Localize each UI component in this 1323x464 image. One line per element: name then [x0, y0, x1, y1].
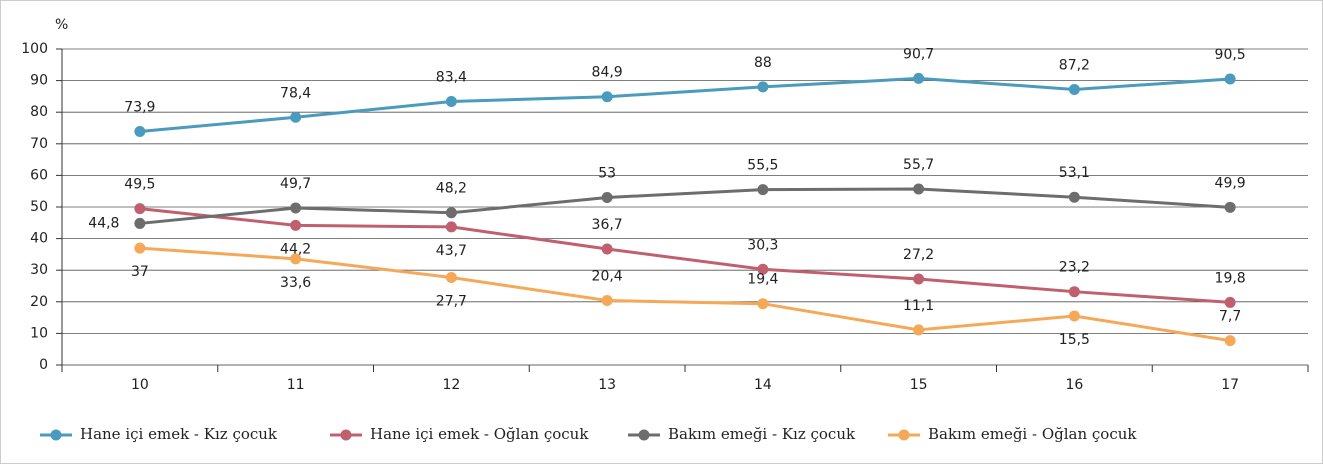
x-tick-label: 13: [598, 377, 616, 393]
x-tick-label: 11: [287, 377, 305, 393]
data-label: 83,4: [436, 69, 467, 85]
data-point: [757, 184, 769, 196]
data-label: 48,2: [436, 181, 467, 197]
data-label: 84,9: [592, 65, 623, 81]
data-point: [601, 243, 613, 255]
data-point: [1068, 83, 1080, 95]
data-label: 30,3: [747, 237, 778, 253]
data-point: [1224, 296, 1236, 308]
y-tick-label: 50: [30, 199, 48, 215]
y-tick-label: 80: [30, 104, 48, 120]
data-label: 78,4: [280, 85, 311, 101]
data-point: [601, 295, 613, 307]
y-axis-label: %: [55, 17, 68, 33]
y-tick-label: 40: [30, 231, 48, 247]
series-line: [139, 76, 1231, 133]
legend-label: Bakım emeği - Kız çocuk: [668, 425, 856, 443]
data-point: [913, 273, 925, 285]
data-point: [1224, 73, 1236, 85]
data-label: 33,6: [280, 275, 311, 291]
y-tick-label: 70: [30, 136, 48, 152]
data-label: 90,7: [903, 46, 934, 62]
legend-marker: [50, 429, 62, 441]
y-tick-label: 90: [30, 73, 48, 89]
legend-label: Hane içi emek - Oğlan çocuk: [370, 425, 589, 443]
data-point: [757, 81, 769, 93]
data-label: 53: [598, 166, 616, 182]
data-label: 49,7: [280, 176, 311, 192]
data-label: 15,5: [1059, 332, 1090, 348]
data-point: [1224, 335, 1236, 347]
data-label: 37: [131, 264, 149, 280]
data-label: 49,5: [124, 177, 155, 193]
y-tick-label: 10: [30, 325, 48, 341]
x-tick-label: 12: [442, 377, 460, 393]
x-tick-label: 16: [1065, 377, 1083, 393]
data-point: [445, 95, 457, 107]
legend-marker: [898, 429, 910, 441]
data-point: [757, 298, 769, 310]
data-point: [601, 192, 613, 204]
data-label: 87,2: [1059, 57, 1090, 73]
data-point: [290, 219, 302, 231]
data-point: [290, 202, 302, 214]
data-point: [601, 91, 613, 103]
data-point: [134, 217, 146, 229]
data-point: [1068, 310, 1080, 322]
x-tick-label: 15: [910, 377, 928, 393]
data-label: 73,9: [124, 99, 155, 115]
legend-marker: [340, 429, 352, 441]
x-tick-label: 14: [754, 377, 772, 393]
legend-label: Hane içi emek - Kız çocuk: [80, 425, 278, 443]
legend-marker: [638, 429, 650, 441]
data-label: 27,7: [436, 293, 467, 309]
series-line: [139, 246, 1231, 343]
data-label: 44,2: [280, 241, 311, 257]
y-tick-label: 20: [30, 294, 48, 310]
y-tick-label: 60: [30, 167, 48, 183]
data-point: [290, 111, 302, 123]
data-label: 53,1: [1059, 165, 1090, 181]
data-point: [913, 324, 925, 336]
data-label: 49,9: [1215, 175, 1246, 191]
x-tick-label: 10: [131, 377, 149, 393]
x-tick-label: 17: [1221, 377, 1239, 393]
y-tick-label: 30: [30, 262, 48, 278]
data-label: 11,1: [903, 298, 934, 314]
data-label: 7,7: [1219, 309, 1241, 325]
data-label: 88: [754, 55, 772, 71]
data-point: [134, 203, 146, 215]
data-label: 23,2: [1059, 260, 1090, 276]
data-point: [445, 221, 457, 233]
series-line: [139, 187, 1231, 225]
data-label: 90,5: [1215, 47, 1246, 63]
data-label: 36,7: [592, 217, 623, 233]
data-point: [445, 271, 457, 283]
data-label: 44,8: [88, 215, 119, 231]
data-point: [134, 125, 146, 137]
data-point: [290, 253, 302, 265]
data-label: 19,8: [1215, 270, 1246, 286]
data-label: 43,7: [436, 243, 467, 259]
data-label: 19,4: [747, 272, 778, 288]
data-label: 27,2: [903, 247, 934, 263]
data-point: [1068, 191, 1080, 203]
data-point: [1068, 286, 1080, 298]
data-label: 55,7: [903, 157, 934, 173]
data-point: [1224, 201, 1236, 213]
data-point: [913, 183, 925, 195]
legend-label: Bakım emeği - Oğlan çocuk: [928, 425, 1137, 443]
data-point: [134, 242, 146, 254]
data-point: [445, 207, 457, 219]
data-label: 20,4: [592, 269, 623, 285]
series-line: [139, 207, 1231, 304]
y-tick-label: 100: [21, 41, 48, 57]
data-label: 55,5: [747, 158, 778, 174]
data-point: [757, 263, 769, 275]
y-tick-label: 0: [39, 357, 48, 373]
data-point: [913, 72, 925, 84]
